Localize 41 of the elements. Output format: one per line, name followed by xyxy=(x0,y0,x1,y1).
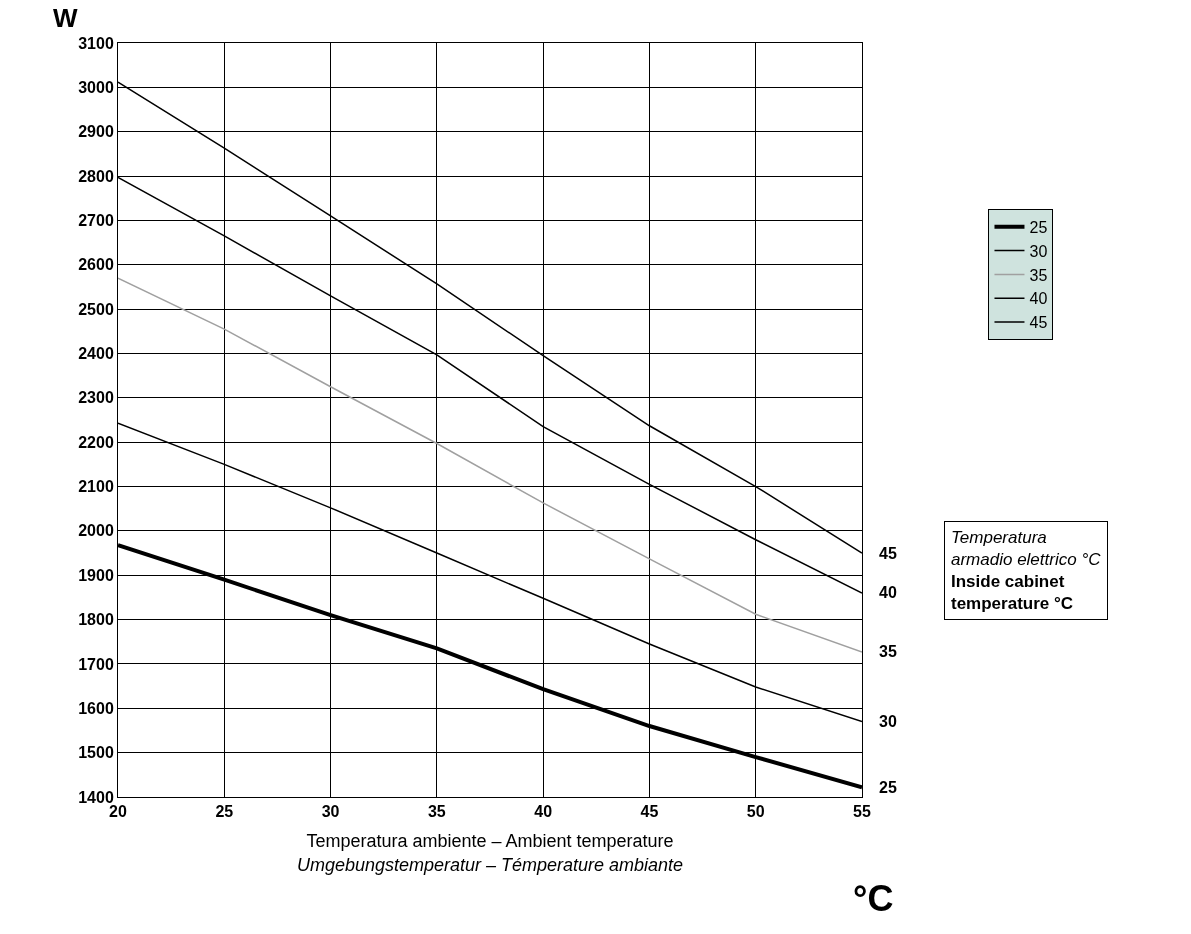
line-series xyxy=(118,277,862,653)
text: 45 xyxy=(879,545,897,562)
y-tick-label: 3000 xyxy=(78,78,114,96)
y-tick-label: 2300 xyxy=(78,389,114,407)
y-tick-label: 2500 xyxy=(78,300,114,318)
y-axis-title: W xyxy=(53,3,78,33)
text: 35 xyxy=(879,643,897,660)
y-tick-label: 1500 xyxy=(78,744,114,762)
x-tick-label: 55 xyxy=(853,803,871,821)
y-tick-label: 2700 xyxy=(78,212,114,230)
text: 25 xyxy=(879,779,897,796)
x-tick-label: 50 xyxy=(746,803,765,821)
y-tick-label: 1900 xyxy=(78,566,114,584)
x-tick-label: 45 xyxy=(640,803,659,821)
y-tick-label: 2900 xyxy=(78,123,114,141)
legend-label: 30 xyxy=(1029,242,1048,260)
y-tick-label: 2600 xyxy=(78,256,114,274)
y-tick-label: 1400 xyxy=(78,788,114,806)
text: 40 xyxy=(879,584,897,601)
y-tick-label: 2200 xyxy=(78,433,114,451)
legend-label: 25 xyxy=(1029,219,1048,237)
x-tick-label: 25 xyxy=(215,803,234,821)
x-tick-label: 35 xyxy=(427,803,446,821)
y-tick-label: 2100 xyxy=(78,478,114,496)
text: °C xyxy=(853,878,894,919)
y-tick-label: 1800 xyxy=(78,611,114,629)
y-tick-label: 1700 xyxy=(78,655,114,673)
x-tick-label: 20 xyxy=(109,803,127,821)
legend-label: 35 xyxy=(1029,266,1048,284)
y-tick-label: 1600 xyxy=(78,699,114,717)
text: Temperatura armadio elettrico °C Inside cabinet temperature °C xyxy=(951,528,1102,614)
x-axis-title: Temperatura ambiente – Ambient temperature Umgebungstemperatur – Témperature ambiante xyxy=(296,831,684,875)
y-tick-label: 3100 xyxy=(78,34,114,52)
x-tick-label: 30 xyxy=(321,803,340,821)
x-tick-label: 40 xyxy=(534,803,553,821)
legend-label: 45 xyxy=(1029,314,1048,332)
y-tick-label: 2000 xyxy=(78,522,114,540)
legend-label: 40 xyxy=(1029,290,1048,308)
y-tick-label: 2400 xyxy=(78,345,114,363)
y-tick-label: 2800 xyxy=(78,167,114,185)
text: 30 xyxy=(879,713,897,730)
